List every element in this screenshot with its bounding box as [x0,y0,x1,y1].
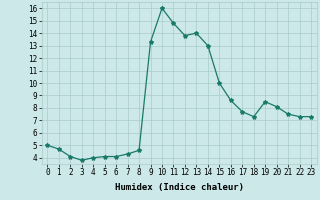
X-axis label: Humidex (Indice chaleur): Humidex (Indice chaleur) [115,183,244,192]
